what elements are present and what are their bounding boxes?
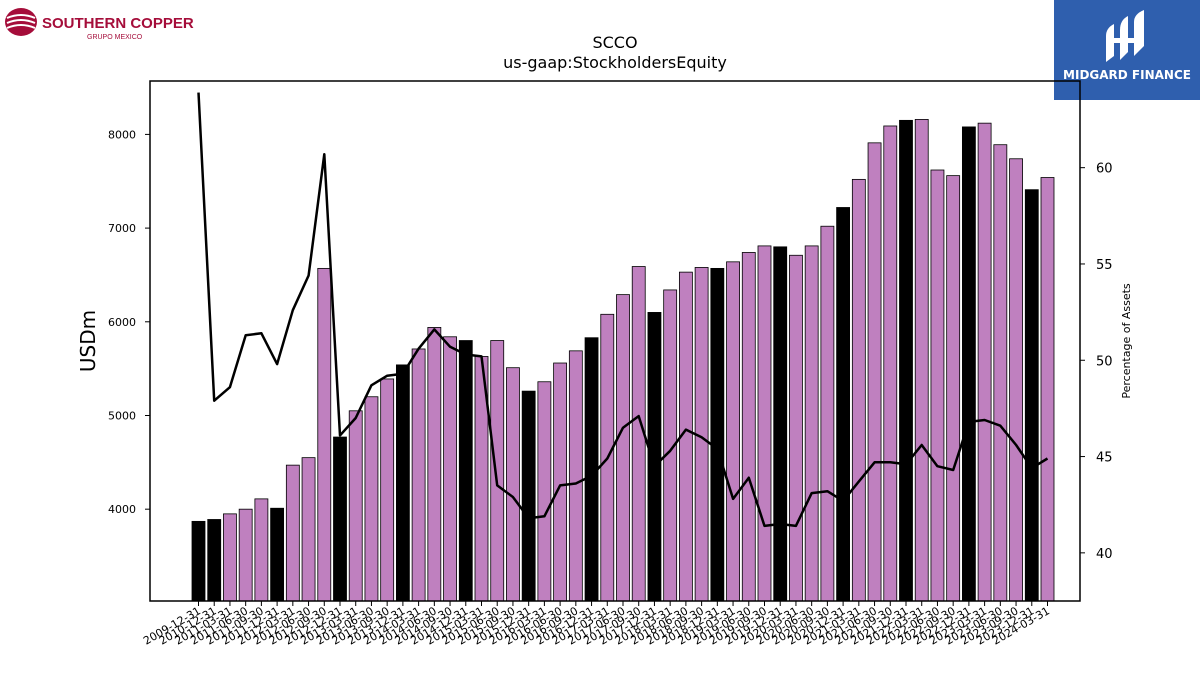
bar bbox=[333, 436, 347, 602]
bar bbox=[254, 498, 269, 602]
bar bbox=[1009, 158, 1023, 602]
company-logo-name: SOUTHERN COPPER bbox=[42, 15, 194, 32]
y-tick-label: 8000 bbox=[108, 128, 136, 141]
bar bbox=[1040, 177, 1055, 602]
y2-axis-label: Percentage of Assets bbox=[1120, 283, 1133, 399]
copper-emblem-icon bbox=[5, 8, 37, 36]
bar bbox=[301, 457, 316, 602]
bar bbox=[883, 125, 898, 602]
bar bbox=[490, 340, 505, 602]
bar bbox=[317, 267, 332, 602]
y2-tick-label: 50 bbox=[1096, 354, 1113, 369]
bar bbox=[930, 169, 945, 602]
bar bbox=[726, 261, 740, 602]
bar bbox=[977, 122, 992, 602]
chart-title: SCCO bbox=[592, 33, 637, 52]
bar bbox=[946, 175, 961, 602]
y-tick-label: 6000 bbox=[108, 316, 136, 329]
brand-name: MIDGARD FINANCE bbox=[1063, 68, 1191, 82]
bar-series bbox=[191, 119, 1055, 602]
bar bbox=[238, 508, 253, 602]
bar bbox=[537, 381, 552, 602]
y-tick-label: 5000 bbox=[108, 409, 136, 422]
bar bbox=[914, 119, 929, 602]
bar bbox=[773, 246, 788, 602]
bar bbox=[427, 327, 442, 602]
bar bbox=[1024, 189, 1039, 602]
brand-logo: MIDGARD FINANCE bbox=[1054, 0, 1200, 100]
bar bbox=[741, 252, 756, 602]
y2-tick-label: 45 bbox=[1096, 451, 1113, 466]
bar bbox=[553, 362, 568, 602]
y2-tick-label: 60 bbox=[1096, 162, 1113, 177]
bar bbox=[804, 245, 819, 602]
chart-subtitle: us-gaap:StockholdersEquity bbox=[503, 53, 727, 72]
bar bbox=[867, 142, 882, 602]
bar bbox=[411, 348, 426, 602]
bar bbox=[395, 364, 410, 602]
right-axis-ticks: 40 45 50 55 60 bbox=[1080, 162, 1113, 562]
bar bbox=[380, 378, 395, 602]
bar bbox=[851, 178, 866, 602]
bar bbox=[458, 340, 473, 602]
bar bbox=[789, 254, 803, 602]
bar bbox=[647, 312, 662, 602]
y2-tick-label: 40 bbox=[1096, 547, 1113, 562]
bar bbox=[961, 126, 976, 602]
company-logo-group: GRUPO MEXICO bbox=[87, 34, 143, 41]
bar bbox=[270, 507, 285, 602]
bar bbox=[568, 350, 583, 602]
bar bbox=[820, 225, 835, 602]
bar bbox=[364, 396, 379, 602]
bar bbox=[757, 245, 772, 602]
line-series-group bbox=[197, 92, 1049, 528]
y-tick-label: 4000 bbox=[108, 503, 136, 516]
bar bbox=[899, 119, 913, 602]
brand-mark-icon bbox=[1106, 10, 1144, 62]
bar bbox=[506, 367, 520, 602]
company-logo: SOUTHERN COPPER GRUPO MEXICO bbox=[4, 4, 204, 46]
bar bbox=[521, 390, 536, 602]
left-axis-ticks: 4000 5000 6000 7000 8000 bbox=[108, 128, 150, 516]
bar bbox=[348, 410, 363, 602]
y-axis-label: USDm bbox=[76, 310, 100, 372]
y-tick-label: 7000 bbox=[108, 222, 136, 235]
company-logo-graphic: SOUTHERN COPPER GRUPO MEXICO bbox=[5, 8, 194, 41]
bar bbox=[285, 464, 300, 602]
percentage-line bbox=[197, 92, 1049, 528]
bar bbox=[710, 267, 725, 602]
bar bbox=[223, 513, 237, 602]
bar bbox=[443, 336, 457, 602]
y2-tick-label: 55 bbox=[1096, 258, 1113, 273]
bar bbox=[836, 207, 851, 602]
bar bbox=[207, 519, 222, 602]
bar bbox=[993, 144, 1008, 602]
bar bbox=[191, 520, 206, 602]
x-axis-ticks: 2009-12-312010-12-312011-03-312011-06-30… bbox=[141, 601, 1052, 648]
plot-area-frame bbox=[149, 80, 1081, 602]
bar bbox=[616, 294, 630, 602]
